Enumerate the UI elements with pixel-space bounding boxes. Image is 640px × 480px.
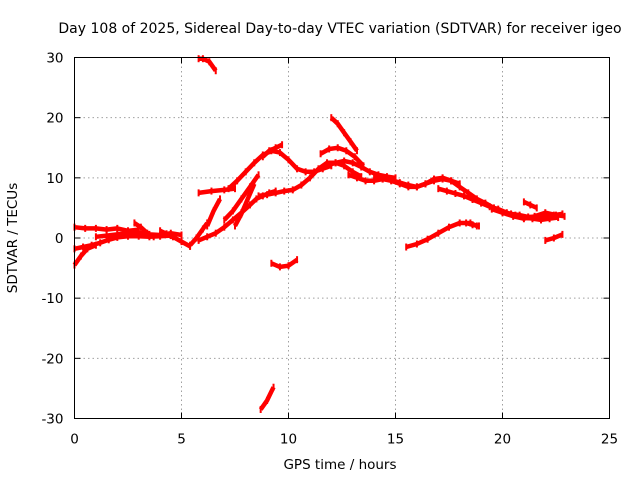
- axis-ticks: [74, 57, 610, 419]
- x-tick-label: 0: [70, 432, 79, 448]
- y-tick-label: 0: [55, 231, 64, 247]
- y-tick-label: 30: [46, 51, 63, 67]
- series-line-trace-3: [72, 243, 97, 267]
- x-axis-label: GPS time / hours: [283, 457, 396, 473]
- x-tick-label: 10: [280, 432, 297, 448]
- chart-title: Day 108 of 2025, Sidereal Day-to-day VTE…: [58, 21, 621, 37]
- series-line-trace-16: [261, 142, 284, 159]
- x-tick-label: 20: [494, 432, 511, 448]
- series-line-trace-19: [319, 145, 366, 168]
- series-line-trace-8: [198, 56, 218, 73]
- series-line-trace-5: [133, 221, 155, 239]
- y-tick-label: -10: [41, 291, 63, 307]
- y-axis-label: SDTVAR / TECUs: [5, 183, 21, 293]
- series-layer: [72, 55, 566, 413]
- x-tick-label: 5: [177, 432, 186, 448]
- x-tick-label: 15: [387, 432, 404, 448]
- series-line-trace-7: [188, 221, 210, 247]
- series-line-trace-14: [233, 182, 257, 228]
- y-tick-labels: 30 20 10 0 -10 -20 -30: [41, 51, 63, 428]
- y-tick-label: -30: [41, 412, 63, 428]
- x-tick-label: 25: [601, 432, 618, 448]
- y-tick-label: -20: [41, 351, 63, 367]
- x-tick-labels: 0 5 10 15 20 25: [70, 432, 618, 448]
- series-line-trace-25: [491, 206, 565, 221]
- series-line-trace-17: [270, 257, 299, 270]
- y-tick-label: 10: [46, 171, 63, 187]
- y-tick-label: 20: [46, 111, 63, 127]
